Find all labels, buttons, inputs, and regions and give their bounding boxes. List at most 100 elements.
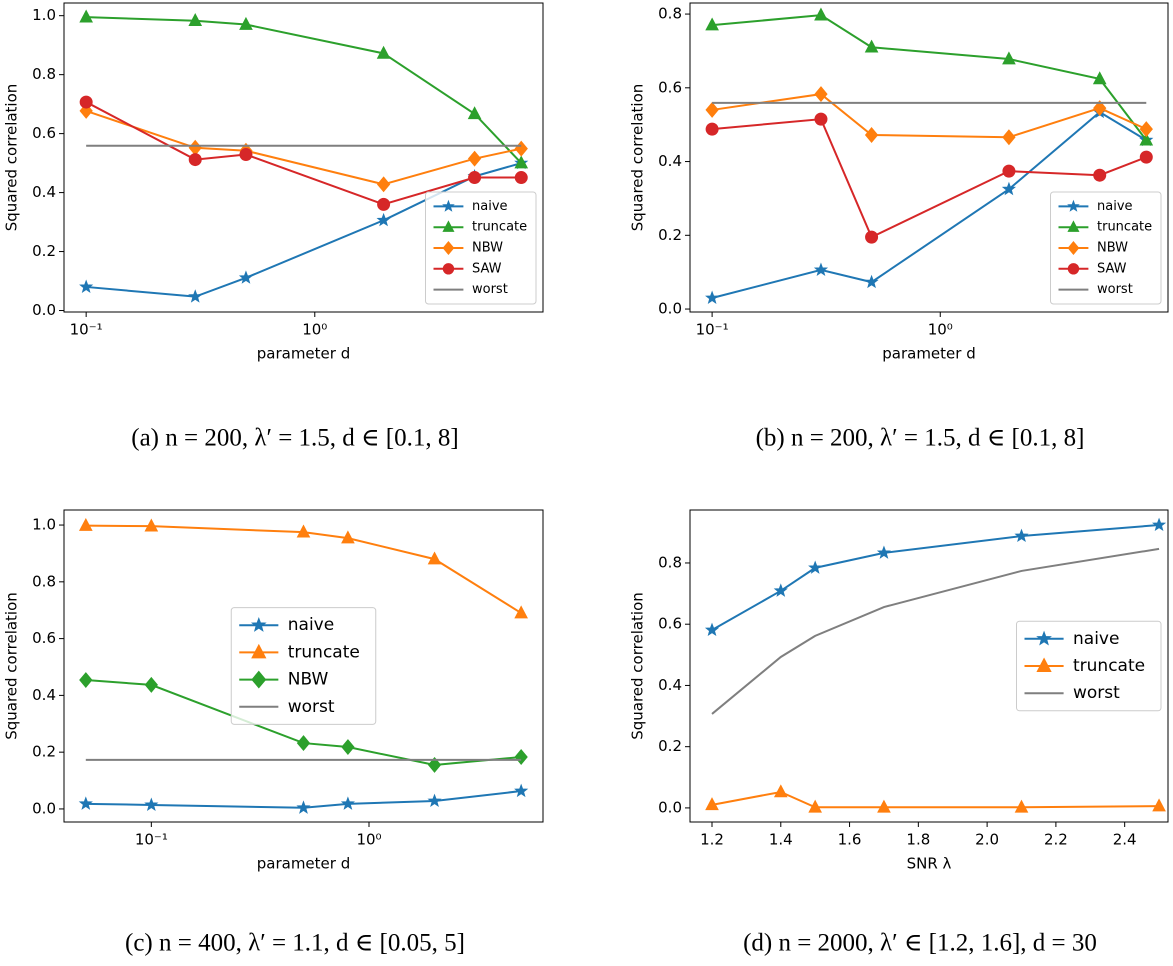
marker [876,545,892,559]
series-line [85,109,522,186]
marker [79,279,94,293]
legend-marker [251,643,267,659]
y-tick-label: 0.0 [32,301,56,319]
y-tick-label: 0.4 [32,183,56,201]
legend-label: truncate [1073,656,1145,676]
x-axis-label: SNR λ [907,855,952,873]
y-tick-label: 0.2 [658,226,682,244]
legend-label: worst [472,282,508,297]
legend-label: worst [1073,683,1120,703]
y-tick-label: 0.8 [32,572,56,590]
x-tick-label: 10⁻¹ [70,321,103,339]
legend-label: worst [288,697,335,717]
marker [376,176,391,193]
legend-label: truncate [288,642,360,662]
marker [814,112,828,126]
legend-label: NBW [288,670,329,690]
marker [1139,132,1154,146]
y-tick-label: 0.6 [32,629,56,647]
marker [188,289,203,303]
legend-label: worst [1097,282,1133,297]
marker [704,622,720,637]
series-line [85,101,522,206]
marker [1152,798,1166,812]
legend-marker [1067,199,1080,212]
caption: (c) n = 400, λ′ = 1.1, d ∈ [0.05, 5] [125,930,465,957]
marker [341,739,355,756]
marker [1093,168,1107,182]
y-tick-label: 0.0 [658,300,682,318]
marker [296,524,311,538]
marker [144,676,158,693]
legend-label: naive [1097,199,1133,214]
marker [239,148,253,162]
marker [296,735,311,752]
marker [514,605,528,619]
x-tick-label: 10⁰ [302,321,327,339]
legend-label: SAW [472,261,502,276]
y-axis-label: Squared correlation [3,592,21,740]
marker [1001,181,1016,196]
marker [1092,71,1107,85]
y-tick-label: 0.0 [658,798,682,816]
marker [814,86,828,103]
x-tick-label: 10⁰ [928,321,953,339]
series-line [86,16,522,164]
marker [1002,164,1016,178]
marker [864,274,879,289]
marker [296,800,311,814]
series-line [711,524,1160,631]
marker [467,106,482,120]
series-line [711,547,1160,715]
legend-marker [251,670,267,689]
marker [1014,799,1029,813]
legend-marker [442,263,455,275]
y-tick-label: 0.4 [658,676,682,694]
series-line [711,110,1147,299]
legend-marker [1067,240,1080,256]
marker [468,171,482,185]
marker [1139,150,1153,164]
marker [705,797,719,811]
marker [427,551,442,565]
legend-marker [250,616,267,632]
legend-marker [1067,263,1080,275]
marker [188,13,203,26]
marker [340,796,355,810]
marker [705,101,719,118]
y-tick-label: 0.2 [658,737,682,755]
legend [425,191,537,305]
legend-label: truncate [472,220,527,235]
x-tick-label: 2.0 [975,831,999,849]
x-axis-label: parameter d [257,345,350,363]
marker [705,290,720,304]
marker [78,796,93,810]
marker [1139,121,1153,138]
caption: (a) n = 200, λ′ = 1.5, d ∈ [0.1, 8] [131,425,458,452]
marker [1002,51,1016,65]
y-tick-label: 0.6 [658,615,682,633]
marker [1151,517,1167,532]
y-tick-label: 0.4 [658,152,682,170]
legend-marker [442,220,455,232]
legend-label: naive [288,615,334,635]
legend [1016,620,1162,712]
marker [188,139,202,156]
series-line [86,162,522,298]
marker [813,262,829,276]
caption: (d) n = 2000, λ′ ∈ [1.2, 1.6], d = 30 [743,930,1097,957]
x-axis-label: parameter d [882,345,975,363]
plot-area [63,509,544,823]
marker [514,171,528,185]
marker [877,799,891,813]
series-line [711,93,1147,139]
marker [514,155,529,169]
y-tick-label: 0.4 [32,686,56,704]
x-tick-label: 10⁻¹ [135,831,168,849]
legend-label: NBW [1097,241,1128,256]
marker [814,7,828,21]
x-tick-label: 1.2 [700,831,724,849]
marker [705,122,719,136]
legend-label: naive [1073,629,1119,649]
marker [514,783,529,798]
